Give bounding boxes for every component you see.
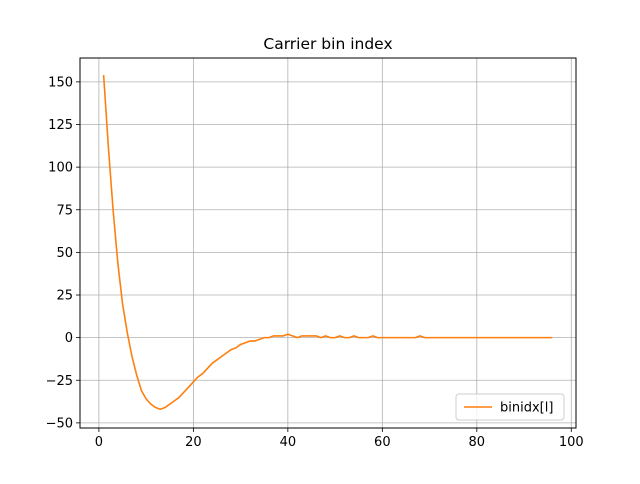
y-tick-label: 25 <box>56 289 73 304</box>
grid <box>80 58 576 428</box>
y-tick-label: 0 <box>65 331 73 346</box>
y-tick-label: 125 <box>48 118 73 133</box>
series-layer <box>102 74 553 411</box>
x-tick-label: 0 <box>95 435 103 450</box>
y-tick-label: 150 <box>48 75 73 90</box>
series-line-0 <box>102 74 553 411</box>
chart-title: Carrier bin index <box>263 35 392 53</box>
legend-box <box>455 393 565 421</box>
plot-frame <box>79 57 577 429</box>
legend-label: binidx[l] <box>500 401 553 416</box>
y-tick-label: 75 <box>56 203 73 218</box>
x-tick-label: 40 <box>280 435 297 450</box>
y-tick-label: −25 <box>46 374 73 389</box>
legend: binidx[l] <box>455 393 565 421</box>
x-tick-label: 100 <box>559 435 584 450</box>
x-tick-label: 80 <box>469 435 486 450</box>
y-tick-label: 50 <box>56 246 73 261</box>
x-tick-label: 20 <box>185 435 202 450</box>
y-tick-label: −50 <box>46 416 73 431</box>
ticks: 0 20 40 60 80 100 −50 −25 0 25 50 75 100 125 150 <box>46 75 584 450</box>
x-tick-label: 60 <box>374 435 391 450</box>
y-tick-label: 100 <box>48 161 73 176</box>
